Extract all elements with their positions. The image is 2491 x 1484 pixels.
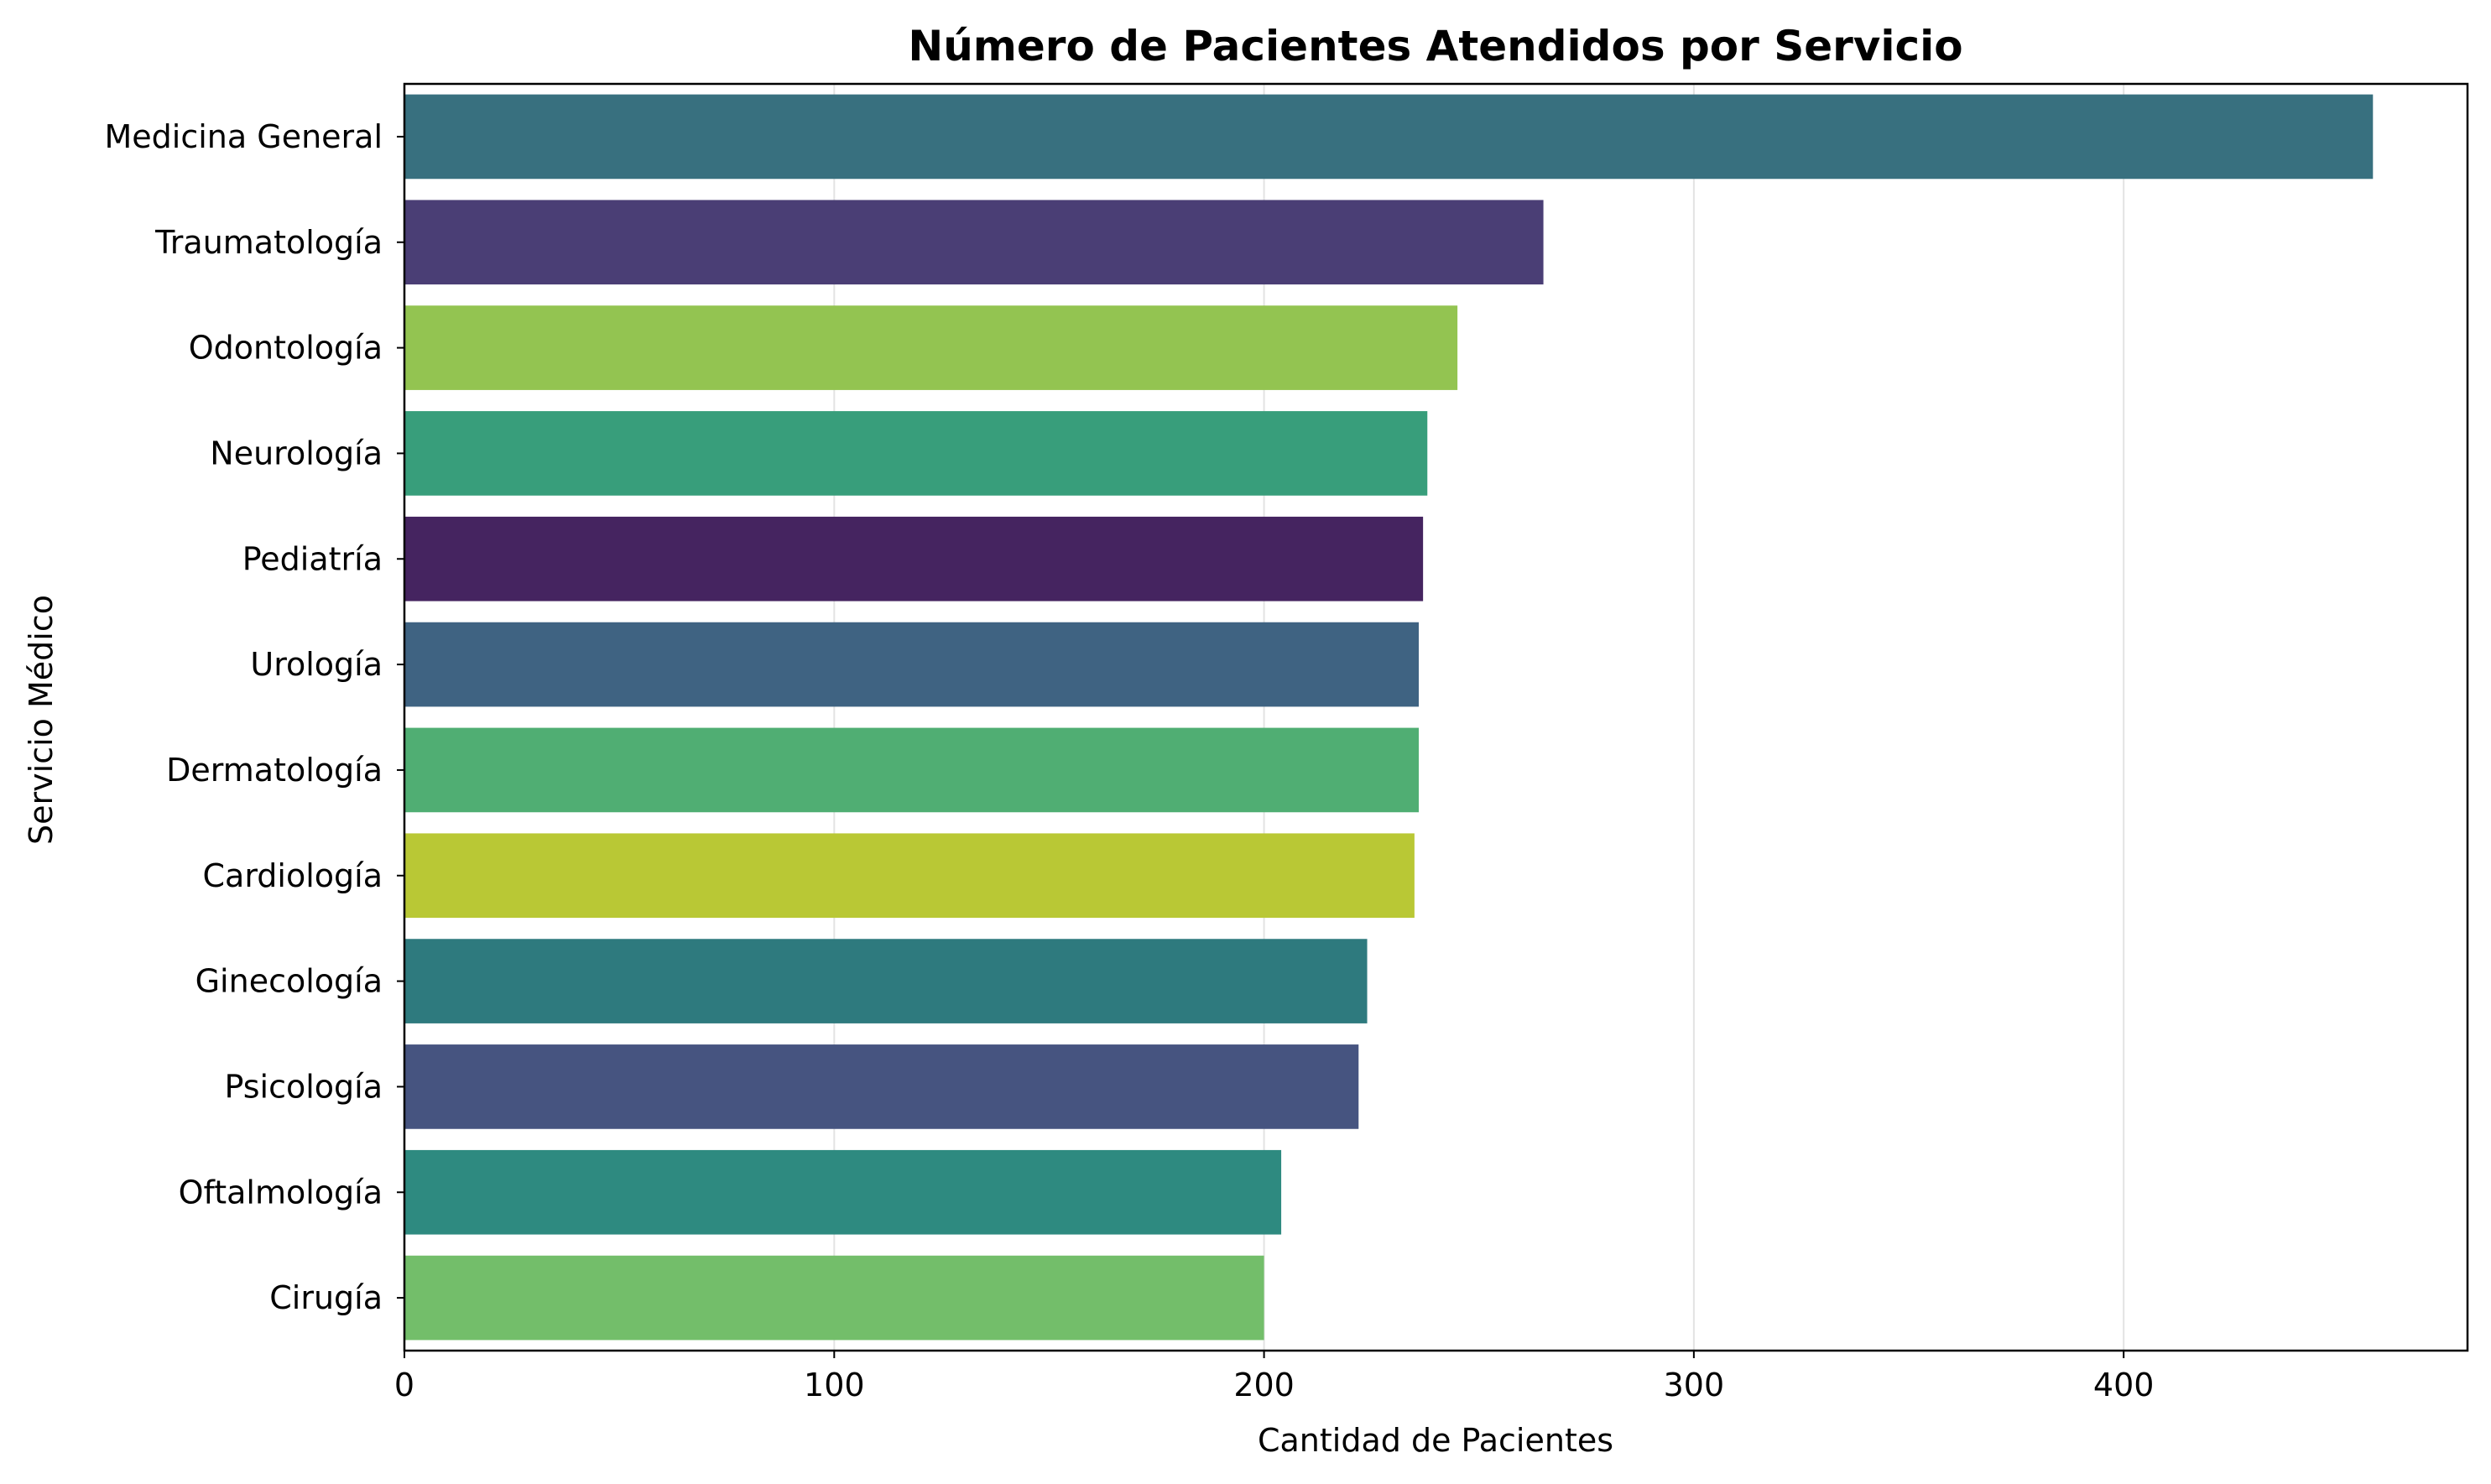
y-tick-label-1: Traumatología (154, 224, 383, 261)
bar-5 (404, 622, 1420, 707)
y-tick-label-0: Medicina General (105, 118, 383, 155)
axes: Medicina General Traumatología Odontología… (105, 82, 2469, 1403)
bar-8 (404, 939, 1368, 1023)
bar-3 (404, 411, 1428, 496)
bar-10 (404, 1149, 1282, 1235)
y-tick-label-10: Oftalmología (179, 1174, 383, 1211)
y-tick-label-11: Cirugía (269, 1279, 383, 1316)
bar-1 (404, 200, 1544, 285)
plot-frame (403, 82, 2469, 1352)
x-tick-label-3: 300 (1664, 1367, 1725, 1403)
x-tick-label-0: 0 (394, 1367, 414, 1403)
bar-11 (404, 1255, 1264, 1341)
bar-9 (404, 1044, 1359, 1129)
bars (404, 94, 2374, 1341)
bar-2 (404, 305, 1458, 390)
x-tick-label-2: 200 (1233, 1367, 1295, 1403)
y-tick-label-8: Ginecología (195, 963, 383, 1000)
y-tick-label-7: Cardiología (203, 857, 383, 894)
y-tick-label-4: Pediatría (242, 540, 383, 577)
y-tick-label-2: Odontología (189, 330, 383, 367)
x-axis-label: Cantidad de Pacientes (1258, 1422, 1613, 1459)
bar-6 (404, 727, 1420, 813)
bar-0 (404, 94, 2374, 180)
bar-7 (404, 833, 1415, 919)
x-tick-label-4: 400 (2093, 1367, 2155, 1403)
y-tick-label-9: Psicología (224, 1068, 383, 1105)
y-axis-label: Servicio Médico (23, 595, 60, 845)
x-tick-label-1: 100 (804, 1367, 865, 1403)
bar-4 (404, 516, 1424, 601)
y-tick-label-6: Dermatología (166, 752, 383, 789)
y-tick-label-3: Neurología (210, 435, 383, 471)
y-tick-label-5: Urología (250, 646, 383, 683)
chart-title: Número de Pacientes Atendidos por Servic… (908, 22, 1962, 70)
